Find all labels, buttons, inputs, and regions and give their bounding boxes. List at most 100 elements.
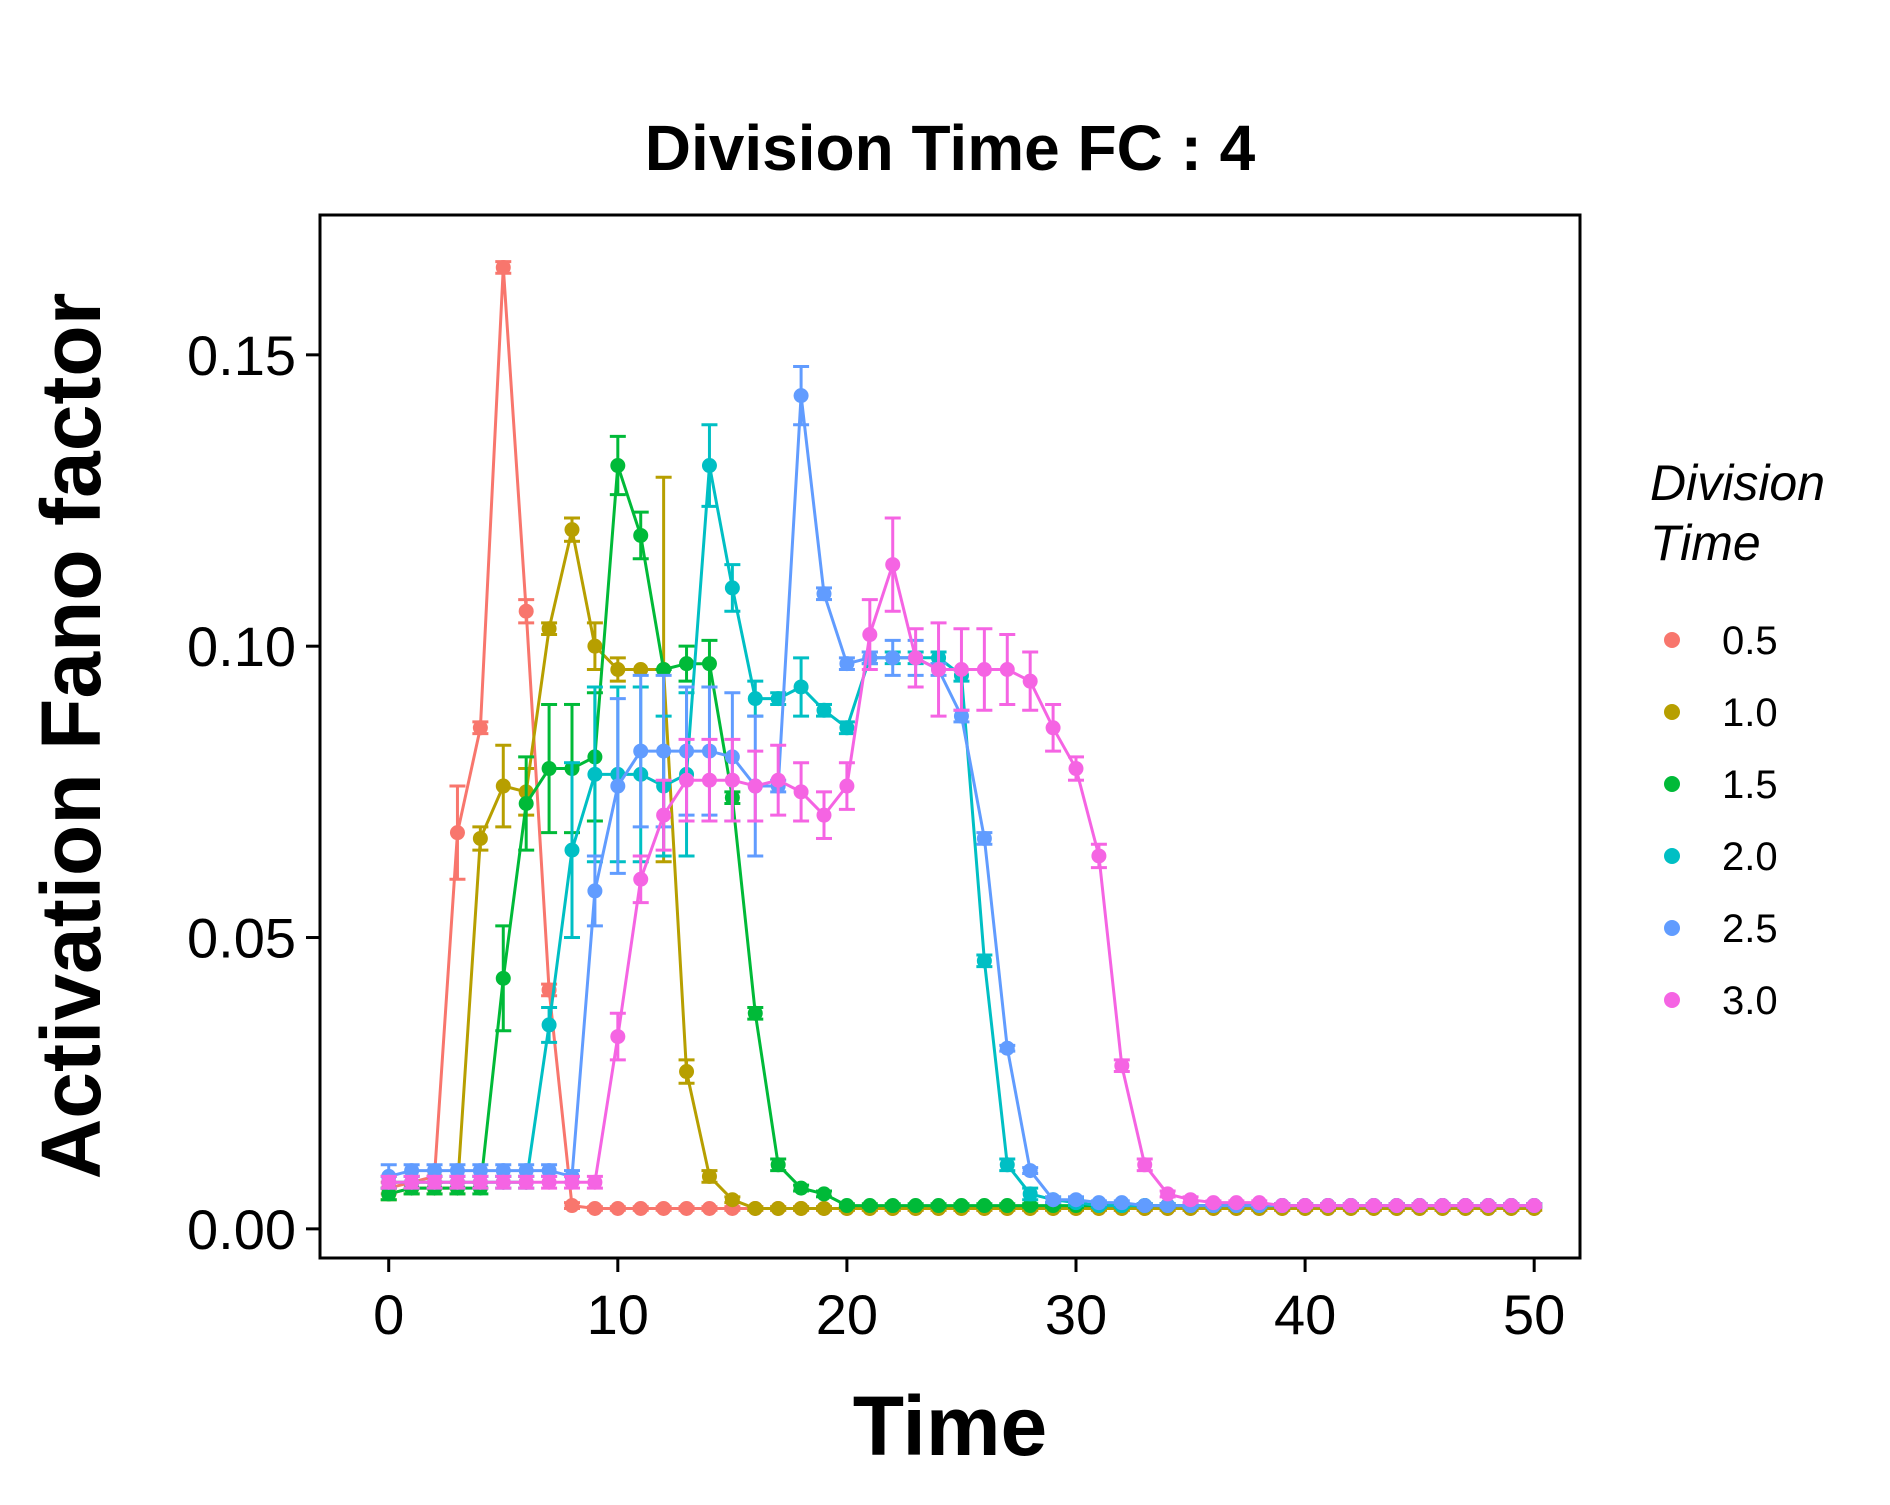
legend-item-2.5: 2.5 xyxy=(1664,907,1778,951)
data-point xyxy=(770,1157,786,1173)
data-point xyxy=(1022,1198,1038,1214)
data-point xyxy=(1137,1157,1153,1173)
data-point xyxy=(793,388,809,404)
data-point xyxy=(495,1174,511,1190)
data-point xyxy=(1022,1186,1038,1202)
data-point xyxy=(679,1200,695,1216)
data-point xyxy=(541,1017,557,1033)
chart-title: Division Time FC : 4 xyxy=(645,112,1256,184)
data-point xyxy=(495,1163,511,1179)
data-point xyxy=(1343,1198,1359,1214)
data-point xyxy=(427,1163,443,1179)
legend-key xyxy=(1664,848,1680,864)
data-point xyxy=(427,1174,443,1190)
data-point xyxy=(701,458,717,474)
data-point xyxy=(1022,673,1038,689)
data-point xyxy=(999,661,1015,677)
legend-item-2.0: 2.0 xyxy=(1664,835,1778,879)
legend-key xyxy=(1664,920,1680,936)
legend-item-1.5: 1.5 xyxy=(1664,763,1778,807)
data-point xyxy=(885,1198,901,1214)
data-point xyxy=(953,661,969,677)
data-point xyxy=(656,743,672,759)
legend-label: 2.5 xyxy=(1722,907,1778,951)
data-point xyxy=(1091,1195,1107,1211)
data-point xyxy=(610,1200,626,1216)
data-point xyxy=(770,1200,786,1216)
data-point xyxy=(518,603,534,619)
data-point xyxy=(1137,1198,1153,1214)
data-point xyxy=(404,1174,420,1190)
data-point xyxy=(724,1192,740,1208)
data-point xyxy=(495,259,511,275)
x-tick-label: 40 xyxy=(1274,1283,1336,1346)
data-point xyxy=(1389,1198,1405,1214)
data-point xyxy=(999,1040,1015,1056)
data-point xyxy=(885,650,901,666)
data-point xyxy=(724,580,740,596)
data-point xyxy=(816,807,832,823)
legend-item-3.0: 3.0 xyxy=(1664,979,1778,1023)
data-point xyxy=(633,1200,649,1216)
data-point xyxy=(770,772,786,788)
data-point xyxy=(404,1163,420,1179)
data-point xyxy=(564,842,580,858)
data-point xyxy=(701,1200,717,1216)
y-axis-title: Activation Fano factor xyxy=(24,293,118,1180)
data-point xyxy=(1320,1198,1336,1214)
data-point xyxy=(816,586,832,602)
legend-key xyxy=(1664,632,1680,648)
data-point xyxy=(472,1163,488,1179)
data-point xyxy=(816,1200,832,1216)
data-point xyxy=(1091,848,1107,864)
data-point xyxy=(679,656,695,672)
data-point xyxy=(495,778,511,794)
plot-area xyxy=(380,259,1543,1216)
data-point xyxy=(587,1174,603,1190)
data-point xyxy=(541,1174,557,1190)
x-tick-label: 20 xyxy=(816,1283,878,1346)
data-point xyxy=(908,1198,924,1214)
data-point xyxy=(976,1198,992,1214)
data-point xyxy=(449,1163,465,1179)
data-point xyxy=(564,1174,580,1190)
x-tick-label: 30 xyxy=(1045,1283,1107,1346)
y-tick-label: 0.10 xyxy=(187,615,296,678)
data-point xyxy=(587,638,603,654)
data-point xyxy=(610,458,626,474)
data-point xyxy=(1114,1058,1130,1074)
data-point xyxy=(656,661,672,677)
data-point xyxy=(495,970,511,986)
data-point xyxy=(564,1198,580,1214)
data-point xyxy=(541,1163,557,1179)
data-point xyxy=(1503,1198,1519,1214)
data-point xyxy=(793,679,809,695)
data-point xyxy=(633,743,649,759)
data-point xyxy=(816,702,832,718)
data-point xyxy=(953,1198,969,1214)
legend-label: 0.5 xyxy=(1722,619,1778,663)
data-point xyxy=(1480,1198,1496,1214)
x-axis-title: Time xyxy=(853,1379,1048,1473)
data-point xyxy=(908,650,924,666)
data-point xyxy=(976,953,992,969)
data-point xyxy=(885,557,901,573)
legend-title: Division xyxy=(1650,455,1825,511)
data-point xyxy=(1274,1198,1290,1214)
data-point xyxy=(587,766,603,782)
axes: 0 10 20 30 40 50 0.00 0.05 0.10 0.15 xyxy=(187,215,1580,1346)
data-point xyxy=(1183,1192,1199,1208)
data-point xyxy=(1366,1198,1382,1214)
legend-title: Time xyxy=(1650,515,1761,571)
data-point xyxy=(793,1180,809,1196)
data-point xyxy=(976,661,992,677)
y-tick-label: 0.15 xyxy=(187,324,296,387)
data-point xyxy=(976,830,992,846)
data-point xyxy=(793,784,809,800)
x-tick-label: 10 xyxy=(587,1283,649,1346)
data-point xyxy=(472,720,488,736)
data-point xyxy=(1457,1198,1473,1214)
data-point xyxy=(1068,761,1084,777)
